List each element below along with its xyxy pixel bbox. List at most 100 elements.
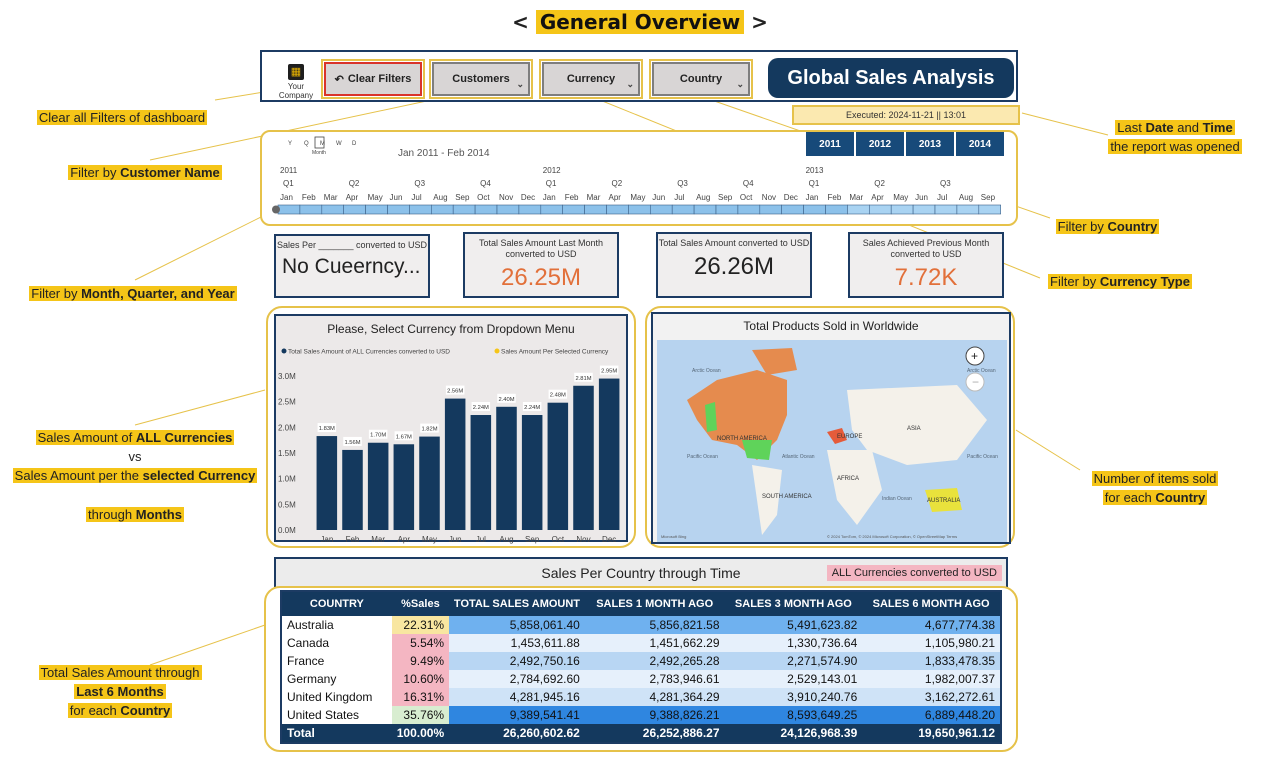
bar-chart-panel: Please, Select Currency from Dropdown Me… [266, 306, 636, 548]
timeline-month: Jul [674, 193, 684, 202]
timeline-month: Jan [543, 193, 556, 202]
legend-label: Total Sales Amount of ALL Currencies con… [288, 349, 450, 356]
map-label: EUROPE [837, 434, 862, 440]
timeline-cell [715, 204, 739, 215]
timeline-cell [759, 204, 782, 215]
column-header[interactable]: SALES 1 MONTH AGO [584, 592, 725, 616]
executed-timestamp: Executed: 2024-11-21 || 13:01 [792, 105, 1020, 125]
year-button-2014[interactable]: 2014 [956, 132, 1004, 156]
table-cell: 2,783,946.61 [584, 670, 725, 688]
zoom-out-icon [965, 372, 985, 392]
bar-jun [444, 398, 466, 530]
customers-dropdown[interactable]: Customers ⌄ [429, 59, 533, 99]
table-cell: 2,784,692.60 [449, 670, 585, 688]
callout-currency: Filter by Currency Type [1048, 274, 1192, 289]
year-button-2012[interactable]: 2012 [856, 132, 904, 156]
timeline-cell [584, 204, 607, 215]
table-header-strip: Sales Per Country through Time ALL Curre… [274, 557, 1008, 587]
timeline-month: Aug [696, 193, 710, 202]
data-label: 1.70M [370, 433, 386, 439]
data-label: 1.56M [344, 440, 360, 446]
callout-customer: Filter by Customer Name [68, 165, 222, 180]
total-cell: 26,260,602.62 [449, 724, 585, 742]
year-button-2013[interactable]: 2013 [906, 132, 954, 156]
kpi-total-sales: Total Sales Amount converted to USD 26.2… [656, 232, 812, 298]
bar-may [419, 436, 440, 530]
column-header[interactable]: %Sales [391, 592, 450, 616]
currency-dropdown[interactable]: Currency ⌄ [539, 59, 643, 99]
canada-west-shape [705, 402, 717, 432]
bar-chart: Total Sales Amount of ALL Currencies con… [278, 348, 620, 544]
timeline-month: Oct [477, 193, 490, 202]
table-cell: 2,529,143.01 [724, 670, 863, 688]
kpi-sales-per-currency: Sales Per _______ converted to USD No Cu… [274, 234, 430, 298]
timeline-cell [474, 204, 498, 215]
map-label: Indian Ocean [882, 496, 912, 502]
page-title: < General Overview > [0, 10, 1280, 34]
kpi-total-last-month: Total Sales Amount Last Month converted … [463, 232, 619, 298]
customers-label: Customers [452, 73, 510, 85]
x-tick-label: Apr [398, 535, 411, 544]
column-header[interactable]: SALES 6 MONTH AGO [862, 592, 1000, 616]
timeline-month: Apr [871, 193, 884, 202]
timeline-cell [562, 204, 585, 215]
bar-jan [316, 436, 338, 530]
europe-shape [827, 428, 847, 444]
table-cell: 1,105,980.21 [862, 634, 1000, 652]
table-cell: 9,389,541.41 [449, 706, 585, 724]
callout-clear-filters: Clear all Filters of dashboard [36, 110, 208, 125]
map-label: AFRICA [837, 476, 859, 482]
data-label-bg [317, 423, 337, 433]
x-tick-label: Jan [320, 535, 333, 544]
data-label: 2.56M [447, 389, 463, 395]
sales-table: COUNTRY %Sales TOTAL SALES AMOUNT SALES 1 M… [282, 592, 1000, 742]
column-header[interactable]: TOTAL SALES AMOUNT [449, 592, 585, 616]
y-tick-label: 1.5M [278, 449, 296, 458]
column-header[interactable]: COUNTRY [282, 592, 392, 616]
currency-badge: ALL Currencies converted to USD [826, 565, 1002, 581]
timeline-cell [737, 204, 761, 215]
timeline-cell [803, 204, 826, 215]
timeline-month: May [893, 193, 908, 202]
timeline-quarter: Q4 [743, 179, 754, 188]
timeline-cell [606, 204, 629, 215]
table-cell: 35.76% [391, 706, 450, 724]
kpi-value: 26.25M [500, 264, 582, 291]
logo-icon: ▦ [288, 64, 304, 80]
world-map[interactable]: NORTH AMERICA EUROPE ASIA AFRICA SOUTH A… [657, 340, 1007, 542]
timeline-month: May [368, 193, 383, 202]
table-cell: 1,451,662.29 [584, 634, 725, 652]
timeline-month: Mar [849, 193, 863, 202]
timeline-month: Feb [302, 193, 316, 202]
y-tick-label: 0.5M [278, 500, 296, 509]
bar-chart-title: Please, Select Currency from Dropdown Me… [327, 322, 575, 336]
data-label: 1.83M [319, 426, 335, 432]
table-row: Germany 10.60% 2,784,692.60 2,783,946.61 2,5… [282, 670, 1000, 688]
data-label: 2.40M [498, 397, 514, 403]
data-label-bg [522, 402, 542, 412]
chevron-down-icon: ⌄ [626, 79, 634, 89]
kpi-value: No Cueerncy... [282, 255, 421, 278]
data-label-bg [471, 402, 491, 412]
clear-filters-button[interactable]: ↶ Clear Filters [321, 59, 425, 99]
chevron-down-icon: ⌄ [736, 79, 744, 89]
kpi-label: Sales Per _______ converted to USD [276, 240, 428, 250]
timeline-month: Jan [280, 193, 293, 202]
timeline-month: Jun [652, 193, 665, 202]
data-label-bg [497, 393, 516, 403]
year-button-2011[interactable]: 2011 [806, 132, 854, 156]
total-cell: 19,650,961.12 [862, 724, 1000, 742]
column-header[interactable]: SALES 3 MONTH AGO [724, 592, 863, 616]
granularity-label: Month [312, 150, 326, 156]
map-label: AUSTRALIA [927, 498, 960, 504]
timeline-cell [343, 204, 366, 215]
timeline-month: Jun [390, 193, 403, 202]
bar-aug [496, 406, 517, 530]
timeline-cell [299, 204, 323, 215]
timeline-month: Jan [806, 193, 819, 202]
country-dropdown[interactable]: Country ⌄ [649, 59, 753, 99]
timeline-cell [912, 204, 936, 215]
timeline-slicer[interactable]: Y Q M W D Month Jan 2011 - Feb 2014 Jan Feb Mar Ap… [260, 130, 1018, 226]
timeline-quarter: Q2 [612, 179, 623, 188]
x-tick-label: Sep [525, 535, 540, 544]
